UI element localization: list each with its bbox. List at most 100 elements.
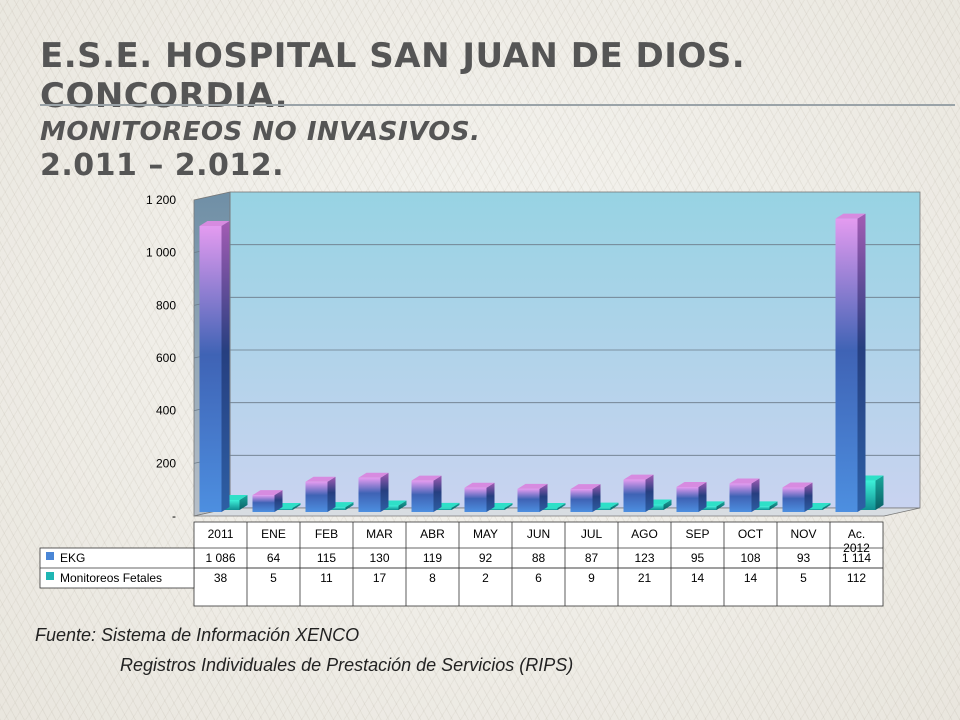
bar-ekg-2-top (305, 476, 336, 482)
table-value: 5 (800, 571, 807, 585)
bar-fetales-7-side (610, 502, 619, 510)
y-tick-label: 200 (156, 456, 176, 470)
bar-fetales-2-front (323, 507, 346, 510)
bar-ekg-7-side (592, 484, 601, 512)
category-label: FEB (315, 527, 338, 541)
bar-ekg-4-top (411, 475, 442, 481)
bar-ekg-12-front (835, 218, 858, 512)
bar-ekg-11-front (782, 487, 805, 512)
bar-ekg-3 (358, 472, 389, 512)
table-value: 21 (638, 571, 652, 585)
y-tick-label: 1 000 (146, 246, 176, 260)
category-label: MAY (473, 527, 498, 541)
bar-ekg-2-front (305, 481, 328, 512)
bar-fetales-2-side (345, 502, 354, 510)
bar-ekg-5 (464, 482, 495, 512)
bar-ekg-0-top (199, 221, 230, 227)
bar-fetales-10-side (769, 501, 778, 510)
bar-fetales-1-front (270, 508, 293, 510)
bar-fetales-0-side (239, 494, 248, 510)
legend-label: EKG (60, 551, 85, 565)
bar-ekg-5-front (464, 487, 487, 512)
legend-swatch-0 (46, 552, 54, 560)
table-value: 1 086 (205, 551, 235, 565)
table-value: 88 (532, 551, 546, 565)
table-value: 5 (270, 571, 277, 585)
bar-ekg-2 (305, 476, 336, 512)
bar-fetales-6-side (557, 503, 566, 510)
bar-fetales-11-side (822, 503, 831, 510)
table-value: 93 (797, 551, 811, 565)
bar-ekg-4-side (433, 475, 442, 512)
bar-ekg-3-top (358, 472, 389, 478)
category-label: 2012 (843, 541, 870, 555)
table-value: 6 (535, 571, 542, 585)
table-value: 64 (267, 551, 281, 565)
source-line-2: Registros Individuales de Prestación de … (120, 655, 574, 675)
bar-ekg-3-front (358, 477, 381, 512)
bar-ekg-12 (835, 213, 866, 512)
data-table-frame (193, 521, 884, 607)
table-value: 8 (429, 571, 436, 585)
bar-ekg-6-side (539, 483, 548, 512)
slide-title: E.S.E. HOSPITAL SAN JUAN DE DIOS. CONCOR… (40, 36, 960, 184)
bar-fetales-4-side (451, 502, 460, 510)
table-value: 95 (691, 551, 705, 565)
bar-fetales-7-front (588, 507, 611, 510)
bar-fetales-8-side (663, 499, 672, 510)
bar-fetales-9-front (694, 506, 717, 510)
category-label: Ac. (848, 527, 865, 541)
table-value: 38 (214, 571, 228, 585)
bar-ekg-1-top (252, 490, 283, 496)
bar-ekg-4 (411, 475, 442, 512)
bar-ekg-6-top (517, 483, 548, 489)
bar-ekg-6-front (517, 488, 540, 512)
table-value: 123 (634, 551, 654, 565)
category-label: MAR (366, 527, 393, 541)
bar-fetales-5-front (482, 508, 505, 510)
bar-ekg-9-front (676, 486, 699, 512)
table-value: 2 (482, 571, 489, 585)
bar-ekg-5-top (464, 482, 495, 488)
y-tick-label: 800 (156, 298, 176, 312)
bar-ekg-10-front (729, 483, 752, 512)
title-line-1: E.S.E. HOSPITAL SAN JUAN DE DIOS. CONCOR… (40, 36, 746, 116)
bar-ekg-8-side (645, 474, 654, 512)
bar-ekg-3-side (380, 472, 389, 512)
table-value: 14 (744, 571, 758, 585)
legend-label: Monitoreos Fetales (60, 571, 162, 585)
bar-ekg-0-front (199, 226, 222, 512)
bar-fetales-3-side (398, 500, 407, 510)
category-label: JUL (581, 527, 603, 541)
bar-fetales-12-side (875, 475, 884, 510)
bar-ekg-11-top (782, 482, 813, 488)
bar-ekg-9-top (676, 481, 707, 487)
category-label: OCT (738, 527, 764, 541)
title-line-3: 2.011 – 2.012. (40, 148, 285, 183)
bar-fetales-10-front (747, 506, 770, 510)
bar-ekg-9 (676, 481, 707, 512)
bar-fetales-5-side (504, 503, 513, 510)
table-value: 17 (373, 571, 387, 585)
bar-ekg-1 (252, 490, 283, 512)
bar-ekg-7-front (570, 489, 593, 512)
bar-fetales-6-front (535, 508, 558, 510)
bar-ekg-1-side (274, 490, 283, 512)
title-divider (40, 104, 955, 106)
table-value: 1 114 (842, 551, 871, 565)
bar-ekg-10-side (751, 478, 760, 512)
table-value: 9 (588, 571, 595, 585)
bar-ekg-1-front (252, 495, 275, 512)
bar-ekg-10-top (729, 478, 760, 484)
bar-ekg-8 (623, 474, 654, 512)
source-line-1: Fuente: Sistema de Información XENCO (35, 625, 360, 645)
category-label: NOV (790, 527, 816, 541)
category-label: JUN (527, 527, 550, 541)
category-label: 2011 (208, 527, 234, 541)
bar-ekg-6 (517, 483, 548, 512)
bar-fetales-11-front (800, 508, 823, 510)
bar-ekg-11 (782, 482, 813, 512)
table-value: 115 (317, 551, 336, 565)
y-tick-label: 600 (156, 351, 176, 365)
